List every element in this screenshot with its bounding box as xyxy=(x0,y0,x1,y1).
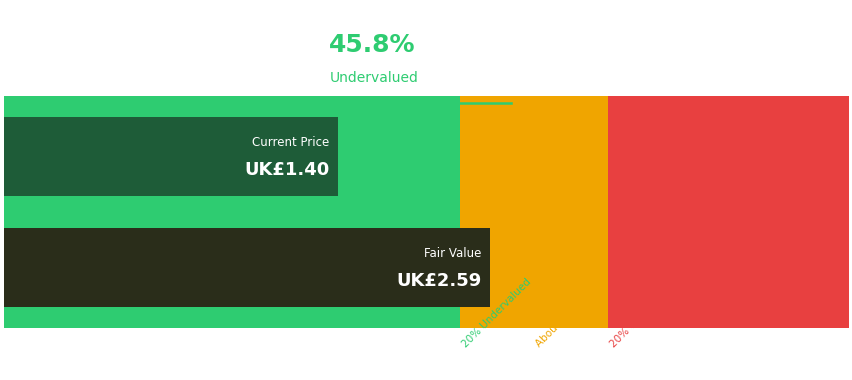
Bar xyxy=(460,319,607,328)
Bar xyxy=(4,228,489,307)
Text: UK£2.59: UK£2.59 xyxy=(395,272,481,290)
Bar xyxy=(607,97,848,104)
Bar xyxy=(4,209,460,215)
Bar xyxy=(460,209,607,215)
Bar xyxy=(460,97,607,104)
Text: UK£1.40: UK£1.40 xyxy=(244,161,329,179)
Bar xyxy=(4,319,460,328)
Bar xyxy=(607,209,848,215)
Bar xyxy=(4,215,460,319)
Bar xyxy=(4,105,460,209)
Bar xyxy=(460,105,607,209)
Text: 45.8%: 45.8% xyxy=(329,33,416,57)
Text: 20% Undervalued: 20% Undervalued xyxy=(460,277,532,350)
Text: 20% Overvalued: 20% Overvalued xyxy=(607,281,676,350)
Bar xyxy=(607,105,848,209)
Text: Undervalued: Undervalued xyxy=(329,71,417,86)
Text: About Right: About Right xyxy=(533,299,584,350)
Bar xyxy=(607,215,848,319)
Bar xyxy=(460,215,607,319)
Bar xyxy=(4,117,337,196)
Text: Fair Value: Fair Value xyxy=(423,247,481,260)
Text: Current Price: Current Price xyxy=(252,136,329,149)
Bar xyxy=(4,97,460,104)
Bar xyxy=(607,319,848,328)
